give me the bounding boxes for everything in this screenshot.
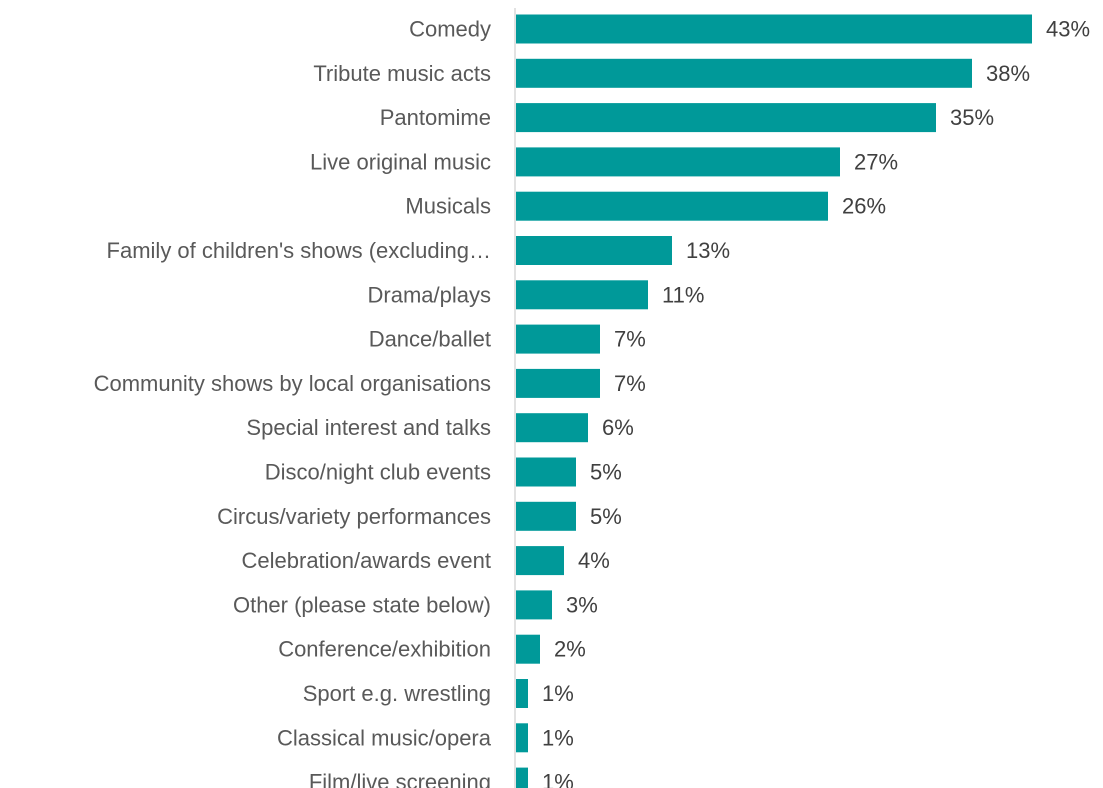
data-label: 11% bbox=[662, 282, 704, 307]
data-label: 5% bbox=[590, 460, 622, 485]
category-label: Film/live screening bbox=[309, 770, 491, 788]
category-label: Tribute music acts bbox=[313, 61, 491, 86]
value-labels-group: 43% 38% 35% 27% 26% 13% 11% 7% 7% 6% 5% 5% 4% 3% 2% 1% 1… bbox=[542, 17, 1090, 788]
bar bbox=[516, 634, 540, 664]
category-label: Other (please state below) bbox=[233, 592, 491, 617]
data-label: 7% bbox=[614, 371, 646, 396]
data-label: 6% bbox=[602, 415, 634, 440]
bar bbox=[516, 58, 972, 88]
data-label: 1% bbox=[542, 681, 574, 706]
category-label: Drama/plays bbox=[368, 282, 491, 307]
bar bbox=[516, 546, 564, 576]
data-label: 7% bbox=[614, 327, 646, 352]
bar bbox=[516, 14, 1032, 44]
category-label: Comedy bbox=[409, 17, 491, 42]
data-label: 35% bbox=[950, 105, 994, 130]
bar bbox=[516, 413, 588, 443]
data-label: 3% bbox=[566, 592, 598, 617]
data-label: 26% bbox=[842, 194, 886, 219]
bar bbox=[516, 767, 528, 788]
data-label: 13% bbox=[686, 238, 730, 263]
category-label: Circus/variety performances bbox=[217, 504, 491, 529]
data-label: 2% bbox=[554, 637, 586, 662]
category-label: Community shows by local organisations bbox=[94, 371, 491, 396]
data-label: 38% bbox=[986, 61, 1030, 86]
bar bbox=[516, 501, 576, 531]
category-label: Disco/night club events bbox=[265, 460, 491, 485]
data-label: 1% bbox=[542, 725, 574, 750]
category-label: Pantomime bbox=[380, 105, 491, 130]
data-label: 27% bbox=[854, 149, 898, 174]
bar bbox=[516, 590, 552, 620]
category-label: Live original music bbox=[310, 149, 491, 174]
data-label: 5% bbox=[590, 504, 622, 529]
category-label: Family of children's shows (excluding… bbox=[107, 238, 491, 263]
bar bbox=[516, 236, 672, 265]
bar bbox=[516, 147, 840, 177]
category-label: Special interest and talks bbox=[246, 415, 491, 440]
bar bbox=[516, 191, 828, 221]
bar bbox=[516, 368, 600, 398]
category-label: Classical music/opera bbox=[277, 725, 492, 750]
data-label: 1% bbox=[542, 770, 574, 788]
category-label: Musicals bbox=[405, 194, 491, 219]
category-label: Conference/exhibition bbox=[278, 637, 491, 662]
bar bbox=[516, 457, 576, 487]
bar bbox=[516, 679, 528, 708]
bar bbox=[516, 280, 648, 310]
data-label: 43% bbox=[1046, 17, 1090, 42]
bar bbox=[516, 723, 528, 753]
category-label: Celebration/awards event bbox=[242, 548, 491, 573]
data-label: 4% bbox=[578, 548, 610, 573]
category-label: Sport e.g. wrestling bbox=[303, 681, 491, 706]
bar bbox=[516, 324, 600, 354]
bars-group bbox=[516, 14, 1032, 788]
category-labels-group: Comedy Tribute music acts Pantomime Live or… bbox=[94, 17, 492, 788]
bar bbox=[516, 103, 936, 133]
category-label: Dance/ballet bbox=[369, 327, 491, 352]
